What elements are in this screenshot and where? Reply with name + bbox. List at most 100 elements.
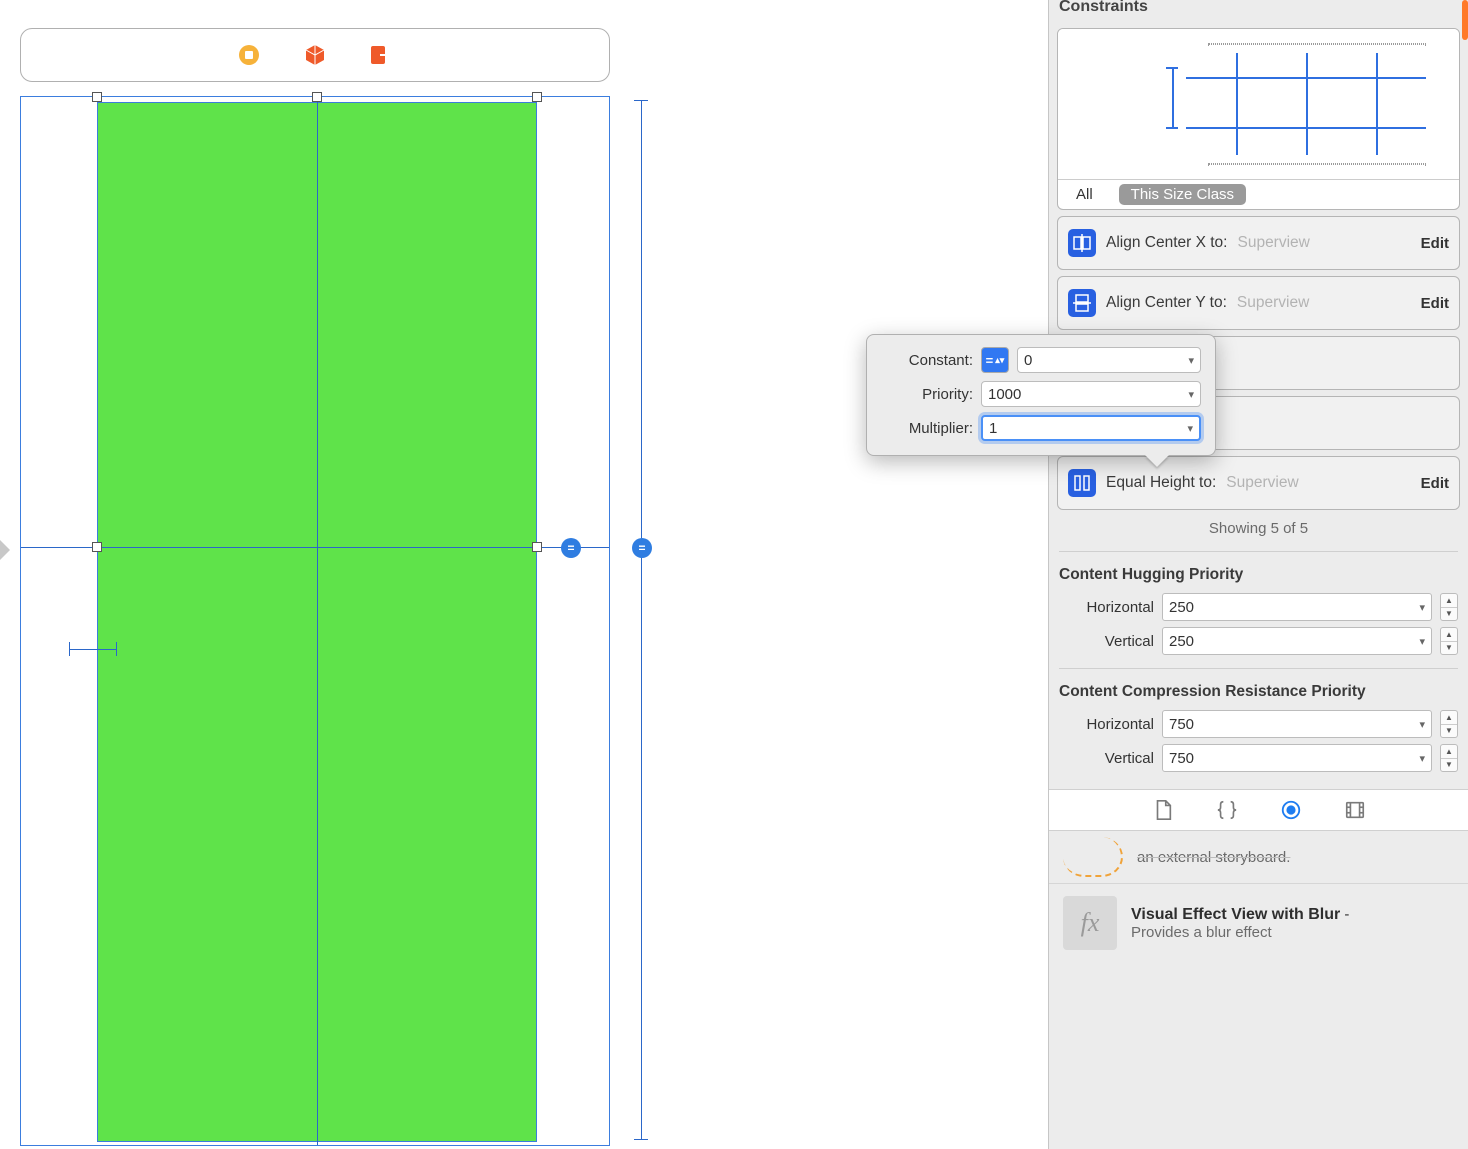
stepper[interactable]: ▲▼ xyxy=(1440,710,1458,738)
constraint-target: Superview xyxy=(1237,294,1309,312)
constraints-preview[interactable] xyxy=(1058,29,1459,179)
tab-this-size-class[interactable]: This Size Class xyxy=(1119,184,1246,205)
edit-button[interactable]: Edit xyxy=(1421,475,1449,492)
input-value: 750 xyxy=(1169,716,1194,733)
stepper-up-icon[interactable]: ▲ xyxy=(1441,711,1457,725)
constraint-align-center-x[interactable]: Align Center X to: Superview Edit xyxy=(1057,216,1460,270)
field-label: Vertical xyxy=(1059,750,1154,767)
braces-icon[interactable] xyxy=(1216,799,1238,821)
fx-icon: fx xyxy=(1063,896,1117,950)
center-x-guide xyxy=(317,97,318,1145)
updown-icon: ▴▾ xyxy=(995,355,1004,366)
compression-title: Content Compression Resistance Priority xyxy=(1049,669,1468,707)
constraint-align-center-y[interactable]: Align Center Y to: Superview Edit xyxy=(1057,276,1460,330)
stepper-up-icon[interactable]: ▲ xyxy=(1441,745,1457,759)
dashed-arc-icon xyxy=(1063,837,1123,877)
tab-all[interactable]: All xyxy=(1058,183,1111,206)
multiplier-row: Multiplier: 1 ▾ xyxy=(881,415,1201,441)
selection-handle[interactable] xyxy=(92,92,102,102)
chevron-down-icon: ▾ xyxy=(1187,422,1193,435)
stepper[interactable]: ▲▼ xyxy=(1440,744,1458,772)
inspector-panel: Constraints All This Size Class Align Ce… xyxy=(1048,0,1468,1149)
input-value: 1000 xyxy=(988,386,1021,403)
chevron-down-icon: ▾ xyxy=(1188,354,1194,367)
hugging-vertical-row: Vertical 250 ▾ ▲▼ xyxy=(1049,624,1468,658)
edit-button[interactable]: Edit xyxy=(1421,235,1449,252)
field-label: Constant: xyxy=(881,352,973,369)
superview-frame[interactable]: = xyxy=(20,96,610,1146)
width-indicator xyxy=(69,642,117,656)
relation-picker[interactable]: =▴▾ xyxy=(981,347,1009,373)
priority-row: Priority: 1000 ▾ xyxy=(881,381,1201,407)
compression-vertical-row: Vertical 750 ▾ ▲▼ xyxy=(1049,741,1468,775)
dash: - xyxy=(1340,906,1349,923)
constraint-label: Align Center Y to: xyxy=(1106,294,1227,312)
input-value: 1 xyxy=(989,420,997,437)
constraint-equal-height[interactable]: Equal Height to: Superview Edit xyxy=(1057,456,1460,510)
field-label: Vertical xyxy=(1059,633,1154,650)
stepper-down-icon[interactable]: ▼ xyxy=(1441,642,1457,655)
expand-chevron-icon[interactable] xyxy=(0,538,10,562)
selection-handle[interactable] xyxy=(532,542,542,552)
align-center-y-icon xyxy=(1068,289,1096,317)
cube-icon[interactable] xyxy=(303,43,327,67)
stepper-down-icon[interactable]: ▼ xyxy=(1441,759,1457,772)
selection-handle[interactable] xyxy=(92,542,102,552)
constant-row: Constant: =▴▾ 0 ▾ xyxy=(881,347,1201,373)
compression-horizontal-input[interactable]: 750 ▾ xyxy=(1162,710,1432,738)
constraints-filter-tabs: All This Size Class xyxy=(1058,179,1459,209)
constraint-label: Equal Height to: xyxy=(1106,474,1216,492)
stepper-up-icon[interactable]: ▲ xyxy=(1441,594,1457,608)
constant-input[interactable]: 0 ▾ xyxy=(1017,347,1201,373)
canvas-area: = = xyxy=(0,0,760,1149)
field-label: Multiplier: xyxy=(881,420,973,437)
storyboard-hint: an external storyboard. xyxy=(1049,831,1468,883)
field-label: Horizontal xyxy=(1059,599,1154,616)
hugging-horizontal-input[interactable]: 250 ▾ xyxy=(1162,593,1432,621)
align-center-x-icon xyxy=(1068,229,1096,257)
hugging-horizontal-row: Horizontal 250 ▾ ▲▼ xyxy=(1049,590,1468,624)
exit-icon[interactable] xyxy=(369,43,393,67)
height-indicator xyxy=(634,100,648,1140)
compression-vertical-input[interactable]: 750 ▾ xyxy=(1162,744,1432,772)
orange-marker xyxy=(1462,0,1468,40)
constraint-target: Superview xyxy=(1237,234,1309,252)
constraints-title: Constraints xyxy=(1049,0,1468,22)
stepper[interactable]: ▲▼ xyxy=(1440,627,1458,655)
showing-count: Showing 5 of 5 xyxy=(1049,520,1468,537)
edit-button[interactable]: Edit xyxy=(1421,295,1449,312)
constraint-target: Superview xyxy=(1226,474,1298,492)
chevron-down-icon: ▾ xyxy=(1419,601,1425,614)
stepper-up-icon[interactable]: ▲ xyxy=(1441,628,1457,642)
selection-handle[interactable] xyxy=(312,92,322,102)
library-item-title: Visual Effect View with Blur xyxy=(1131,906,1340,923)
stepper-down-icon[interactable]: ▼ xyxy=(1441,725,1457,738)
library-item-visual-effect[interactable]: fx Visual Effect View with Blur - Provid… xyxy=(1049,883,1468,962)
hugging-vertical-input[interactable]: 250 ▾ xyxy=(1162,627,1432,655)
library-item-subtitle: Provides a blur effect xyxy=(1131,924,1272,941)
stepper-down-icon[interactable]: ▼ xyxy=(1441,608,1457,621)
selection-handle[interactable] xyxy=(532,92,542,102)
field-label: Priority: xyxy=(881,386,973,403)
priority-input[interactable]: 1000 ▾ xyxy=(981,381,1201,407)
device-toolbar xyxy=(20,28,610,82)
constraints-box: All This Size Class xyxy=(1057,28,1460,210)
target-icon[interactable] xyxy=(1280,799,1302,821)
equal-width-badge[interactable]: = xyxy=(561,538,581,558)
constraint-label: Align Center X to: xyxy=(1106,234,1227,252)
relation-value: = xyxy=(986,353,994,368)
file-icon[interactable] xyxy=(1152,799,1174,821)
record-icon[interactable] xyxy=(237,43,261,67)
equal-height-badge[interactable]: = xyxy=(632,538,652,558)
constraint-edit-popover: Constant: =▴▾ 0 ▾ Priority: 1000 ▾ Multi… xyxy=(866,334,1216,456)
chevron-down-icon: ▾ xyxy=(1419,718,1425,731)
field-label: Horizontal xyxy=(1059,716,1154,733)
input-value: 0 xyxy=(1024,352,1032,369)
film-icon[interactable] xyxy=(1344,799,1366,821)
hint-text: an external storyboard. xyxy=(1137,849,1290,866)
multiplier-input[interactable]: 1 ▾ xyxy=(981,415,1201,441)
stepper[interactable]: ▲▼ xyxy=(1440,593,1458,621)
input-value: 250 xyxy=(1169,633,1194,650)
input-value: 750 xyxy=(1169,750,1194,767)
chevron-down-icon: ▾ xyxy=(1188,388,1194,401)
